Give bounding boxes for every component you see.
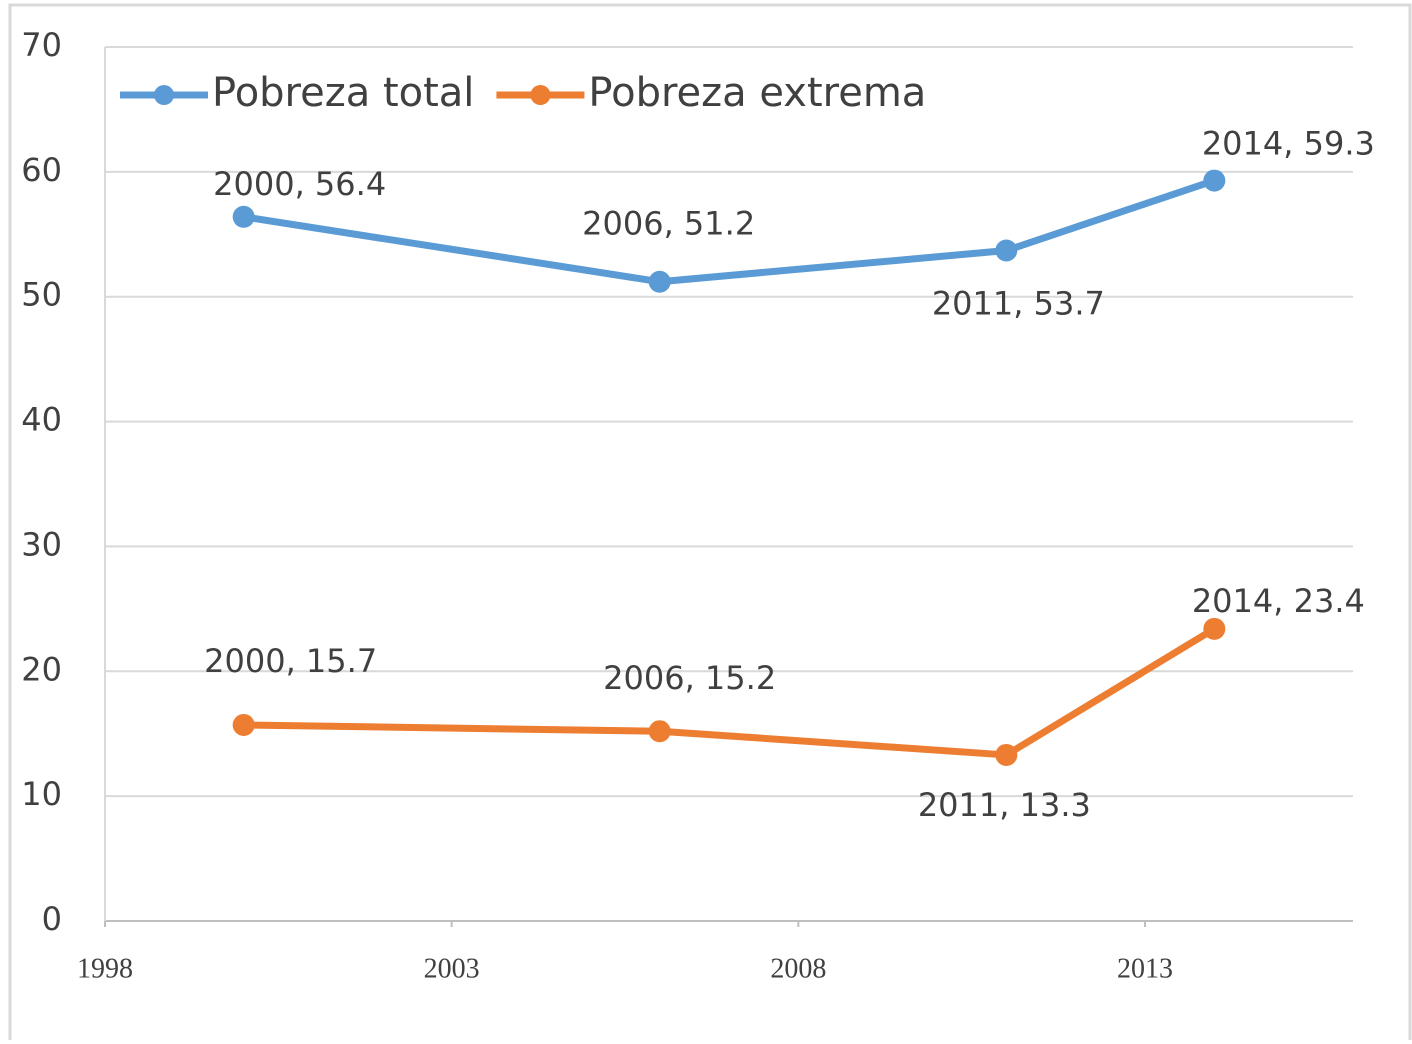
data-label: 2006, 51.2 bbox=[582, 205, 755, 243]
data-point bbox=[1203, 617, 1226, 640]
x-tick-label: 2003 bbox=[424, 953, 480, 984]
data-label: 2006, 15.2 bbox=[603, 659, 776, 697]
data-label: 2011, 53.7 bbox=[932, 285, 1105, 323]
y-tick-label: 40 bbox=[21, 401, 62, 439]
data-label: 2011, 13.3 bbox=[918, 786, 1091, 824]
data-point bbox=[648, 270, 671, 293]
legend-marker bbox=[530, 85, 551, 105]
data-point bbox=[648, 720, 671, 743]
x-tick-label: 1998 bbox=[77, 953, 133, 984]
x-tick-label: 2008 bbox=[770, 953, 826, 984]
data-point bbox=[1203, 169, 1226, 192]
y-tick-label: 30 bbox=[21, 525, 62, 563]
data-label: 2014, 59.3 bbox=[1202, 125, 1375, 163]
y-tick-label: 10 bbox=[21, 775, 62, 813]
y-tick-label: 20 bbox=[21, 650, 62, 688]
legend-marker bbox=[154, 85, 174, 105]
legend-label: Pobreza total bbox=[212, 70, 474, 116]
data-point bbox=[232, 713, 255, 736]
data-point bbox=[995, 743, 1018, 766]
y-tick-label: 70 bbox=[21, 26, 62, 64]
legend-label: Pobreza extrema bbox=[588, 70, 926, 116]
y-tick-label: 0 bbox=[42, 900, 62, 938]
y-tick-label: 50 bbox=[21, 276, 62, 314]
y-tick-label: 60 bbox=[21, 151, 62, 189]
data-label: 2000, 15.7 bbox=[204, 642, 377, 680]
series-line bbox=[243, 177, 1216, 286]
data-label: 2000, 56.4 bbox=[213, 165, 386, 203]
data-label: 2014, 23.4 bbox=[1192, 582, 1365, 620]
data-point bbox=[232, 205, 255, 228]
data-point bbox=[995, 239, 1018, 262]
series-line bbox=[243, 625, 1217, 759]
chart-frame bbox=[8, 3, 1412, 1044]
x-tick-label: 2013 bbox=[1117, 953, 1173, 984]
